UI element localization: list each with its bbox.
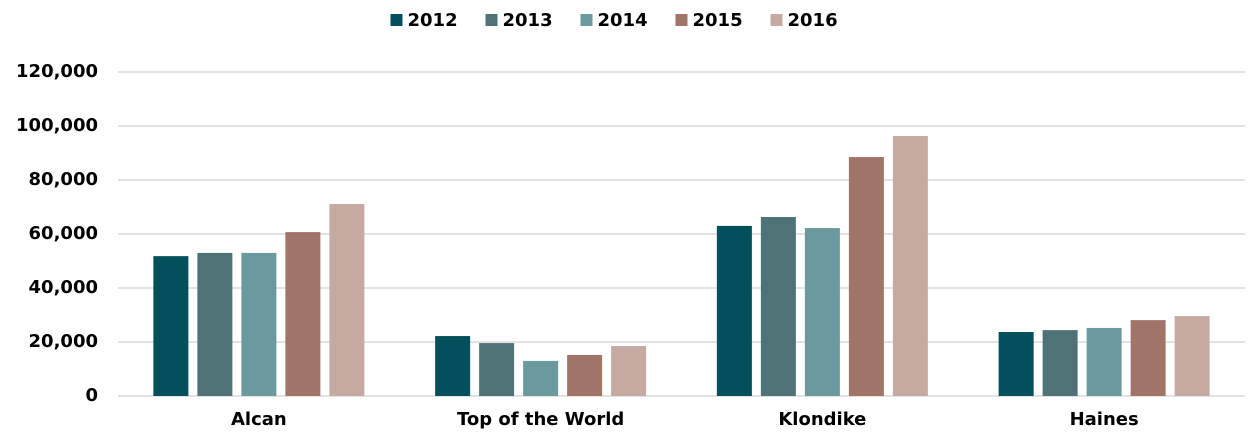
legend-label: 2014 xyxy=(598,10,648,31)
bar xyxy=(567,354,603,396)
legend-label: 2013 xyxy=(503,10,553,31)
bar xyxy=(892,135,928,397)
y-tick-label: 120,000 xyxy=(16,61,98,82)
x-tick-label: Haines xyxy=(1070,409,1139,430)
legend-label: 2016 xyxy=(788,10,838,31)
bar xyxy=(329,204,365,396)
x-tick-label: Top of the World xyxy=(457,409,624,430)
bar xyxy=(435,336,471,396)
bar xyxy=(1042,330,1078,396)
bar xyxy=(998,332,1034,396)
y-tick-label: 60,000 xyxy=(29,223,98,244)
legend-swatch xyxy=(580,14,593,26)
legend-swatch xyxy=(485,14,498,26)
bar xyxy=(197,252,233,396)
legend-label: 2015 xyxy=(693,10,743,31)
x-tick-label: Alcan xyxy=(231,409,287,430)
bar xyxy=(523,360,559,396)
bar xyxy=(760,216,796,396)
bar xyxy=(241,252,277,396)
bar xyxy=(848,157,884,396)
y-tick-label: 80,000 xyxy=(29,169,98,190)
bar xyxy=(804,228,840,396)
y-tick-label: 100,000 xyxy=(16,115,98,136)
y-tick-label: 20,000 xyxy=(29,331,98,352)
x-tick-label: Klondike xyxy=(778,409,866,430)
legend-swatch xyxy=(675,14,688,26)
bar xyxy=(1086,327,1122,396)
bar xyxy=(716,225,752,396)
legend-label: 2012 xyxy=(408,10,458,31)
bar xyxy=(611,346,647,396)
legend-swatch xyxy=(390,14,403,26)
bar xyxy=(153,256,189,396)
y-tick-label: 40,000 xyxy=(29,277,98,298)
legend-swatch xyxy=(770,14,783,26)
y-tick-label: 0 xyxy=(85,385,98,406)
bar xyxy=(1130,320,1166,396)
bar xyxy=(285,232,321,396)
bar xyxy=(479,343,515,396)
bar xyxy=(1174,316,1210,396)
